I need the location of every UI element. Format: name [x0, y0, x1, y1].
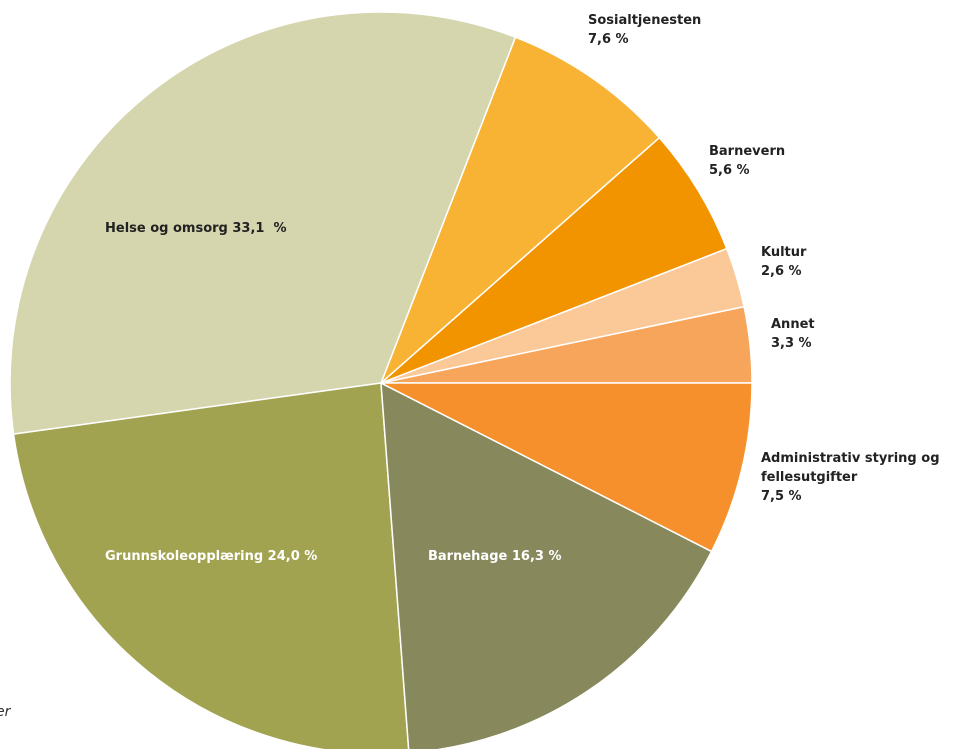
- category-name: Administrativ styring og fellesutgifter: [761, 451, 945, 485]
- value-label: 16,3 %: [511, 549, 562, 564]
- category-name: Barnevern: [709, 144, 786, 159]
- value-label: 2,6 %: [761, 264, 802, 279]
- slice-label: Annet 3,3 %: [771, 315, 951, 353]
- category-name: Sosialtjenesten: [588, 13, 702, 28]
- slice-label: Administrativ styring og fellesutgifter 7…: [761, 449, 951, 506]
- pie-slice: [12, 382, 410, 749]
- pie-slice: [9, 11, 517, 435]
- slice-label: Barnevern 5,6 %: [709, 142, 889, 180]
- value-label: 5,6 %: [709, 163, 750, 178]
- value-label: 33,1 %: [232, 221, 287, 236]
- category-name: Helse og omsorg: [105, 221, 228, 236]
- slice-label: Kultur 2,6 %: [761, 243, 941, 281]
- value-label: 24,0 %: [267, 549, 318, 564]
- category-name: Kultur: [761, 245, 807, 260]
- pie-slice: [380, 136, 728, 384]
- category-name: Grunnskoleopplæring: [105, 549, 264, 564]
- value-label: 7,6 %: [588, 32, 629, 47]
- value-label: 7,5 %: [761, 489, 802, 504]
- note: er: [0, 704, 11, 720]
- category-name: Annet: [771, 317, 815, 332]
- slice-label: Barnehage 16,3 %: [428, 547, 678, 566]
- slice-label: Sosialtjenesten 7,6 %: [588, 11, 788, 49]
- slice-label: Grunnskoleopplæring 24,0 %: [105, 547, 405, 566]
- pie-slice: [380, 36, 661, 384]
- pie-slice: [380, 382, 753, 553]
- value-label: 3,3 %: [771, 336, 812, 351]
- slice-label: Helse og omsorg 33,1 %: [105, 219, 405, 238]
- category-name: Barnehage: [428, 549, 508, 564]
- pie-slice: [380, 381, 713, 749]
